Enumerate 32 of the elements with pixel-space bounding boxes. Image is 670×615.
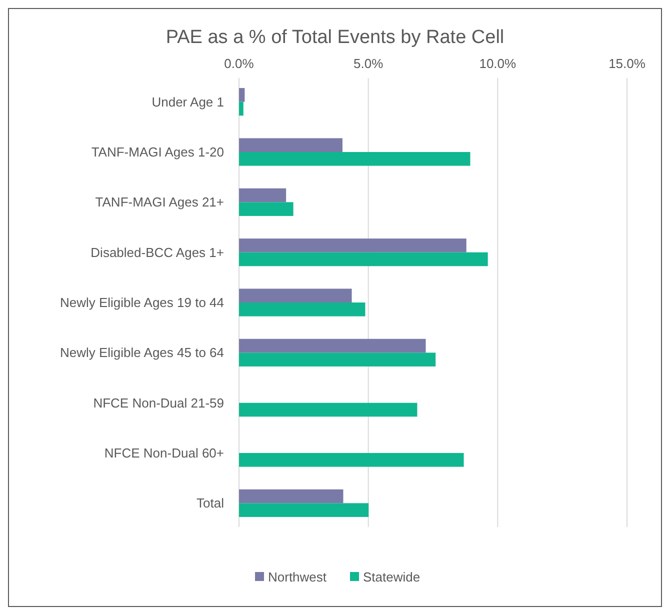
- y-tick-label: Newly Eligible Ages 19 to 44: [60, 295, 224, 310]
- bar: [239, 503, 369, 517]
- bar: [239, 88, 245, 102]
- bar: [239, 288, 352, 302]
- y-tick-label: Newly Eligible Ages 45 to 64: [60, 345, 224, 360]
- y-tick-label: Disabled-BCC Ages 1+: [90, 244, 224, 260]
- bar: [239, 338, 426, 353]
- y-tick-label: TANF-MAGI Ages 1-20: [91, 144, 224, 160]
- y-tick-label: NFCE Non-Dual 60+: [104, 446, 224, 461]
- x-tick-label: 5.0%: [354, 56, 384, 71]
- y-tick-label: NFCE Non-Dual 21-59: [93, 395, 224, 410]
- bar: [239, 138, 342, 152]
- bar: [239, 152, 470, 166]
- bar: [239, 302, 366, 316]
- bar: [239, 102, 244, 116]
- y-tick-label: TANF-MAGI Ages 21+: [95, 194, 224, 210]
- chart-title: PAE as a % of Total Events by Rate Cell: [166, 27, 504, 48]
- legend-label: Statewide: [363, 570, 420, 585]
- bar: [239, 188, 286, 202]
- bar: [239, 352, 436, 366]
- legend-label: Northwest: [268, 570, 327, 585]
- bar: [239, 202, 294, 216]
- bar: [239, 453, 464, 467]
- y-tick-label: Under Age 1: [152, 94, 224, 110]
- x-tick-label: 15.0%: [608, 56, 646, 71]
- bar: [239, 489, 344, 504]
- bar: [239, 252, 488, 266]
- bar: [239, 402, 418, 417]
- x-tick-label: 0.0%: [224, 56, 254, 71]
- x-tick-label: 10.0%: [479, 56, 517, 71]
- y-tick-label: Total: [196, 496, 224, 511]
- bar: [239, 238, 466, 252]
